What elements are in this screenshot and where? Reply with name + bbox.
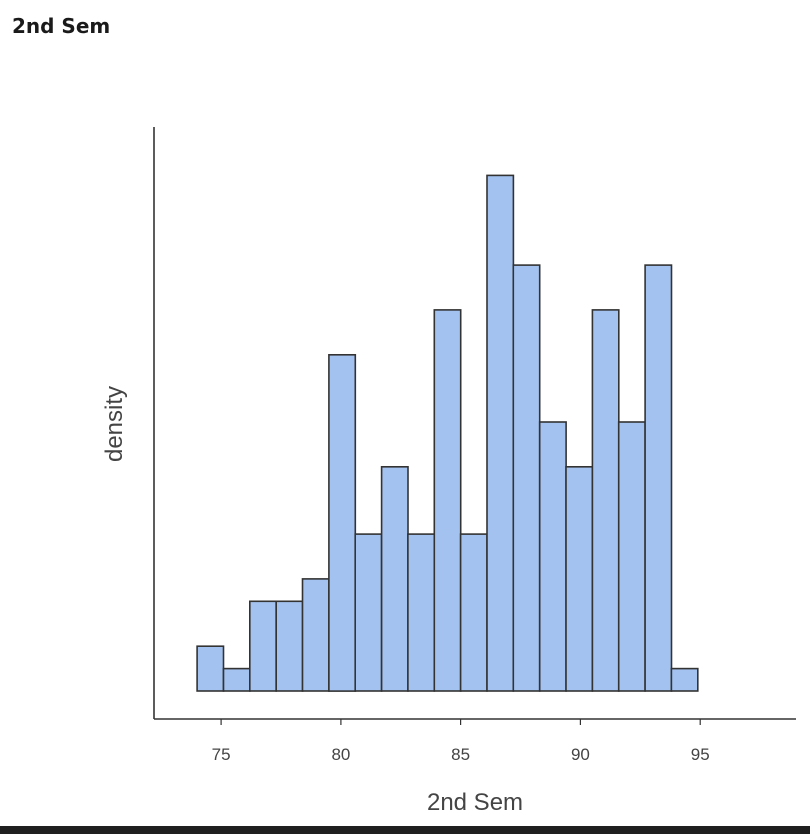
x-axis-title: 2nd Sem — [427, 789, 523, 816]
histogram-bar — [380, 465, 409, 692]
bottom-bar — [0, 826, 810, 834]
histogram-bar — [644, 264, 673, 692]
bars-group — [196, 174, 699, 692]
histogram-bar — [486, 174, 515, 692]
histogram-bar — [222, 667, 251, 692]
x-tick-label: 80 — [331, 745, 350, 764]
histogram-bar — [459, 533, 488, 692]
histogram-bar — [670, 667, 699, 692]
histogram-bar — [275, 600, 304, 692]
x-ticks-group: 75 80 85 90 95 — [212, 719, 710, 764]
histogram-bar — [354, 533, 383, 692]
histogram-bar — [565, 465, 594, 692]
histogram-bar — [407, 533, 436, 692]
x-tick-label: 95 — [691, 745, 710, 764]
histogram-bar — [249, 600, 278, 692]
page-title: 2nd Sem — [12, 14, 111, 38]
histogram-bar — [617, 421, 646, 692]
x-tick-label: 75 — [212, 745, 231, 764]
histogram-bar — [433, 309, 462, 692]
x-tick-label: 85 — [451, 745, 470, 764]
histogram-bar — [301, 578, 330, 692]
histogram-bar — [538, 421, 567, 692]
histogram-bar — [591, 309, 620, 692]
histogram-bar — [196, 645, 225, 692]
x-tick-label: 90 — [571, 745, 590, 764]
histogram-bar — [328, 353, 357, 692]
y-axis-title: density — [101, 386, 128, 462]
histogram-bar — [512, 264, 541, 692]
